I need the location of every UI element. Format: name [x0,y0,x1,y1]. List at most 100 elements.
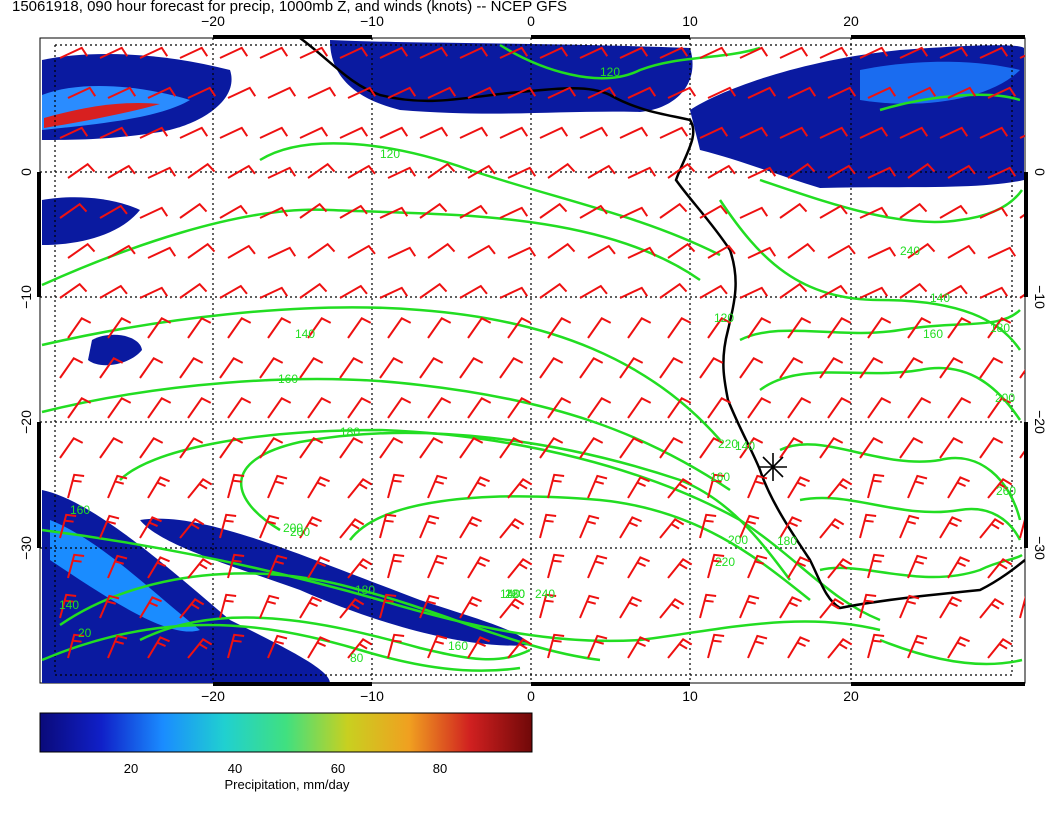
wind-barb [667,397,692,419]
lat-tick-label: −10 [18,285,34,309]
colorbar-tick-label: 80 [433,761,447,776]
wind-barb [219,204,248,219]
wind-barb [707,317,732,339]
wind-barb [139,206,169,219]
wind-barb [99,126,129,139]
wind-barb [987,86,1017,99]
contour-line [819,553,1023,579]
contour-label: 220 [715,555,735,569]
contour-line [879,638,1023,666]
wind-barb [427,554,448,579]
lat-tick-label: −20 [18,410,34,434]
wind-barb [747,554,768,579]
wind-barb [947,86,977,99]
wind-barb [859,46,889,59]
precip-patch [88,334,142,366]
border-bar [37,422,41,548]
wind-barb [907,554,928,579]
contour-label: 140 [295,327,315,341]
wind-barb [627,246,657,259]
wind-barb [267,634,288,659]
lat-tick-label: −30 [18,536,34,560]
wind-barb [699,513,717,539]
wind-barb [179,357,204,379]
wind-barb [259,594,280,619]
wind-barb [67,242,96,259]
wind-barb [507,317,532,339]
contour-label: 140 [930,291,950,305]
contour-label: 220 [505,587,525,601]
wind-barb [67,86,97,99]
wind-barb [987,317,1012,339]
wind-barb [379,357,404,379]
wind-barb [547,162,576,179]
wind-barb [867,166,897,179]
wind-barb [67,553,85,579]
wind-barb [747,246,777,259]
wind-barb [307,636,330,659]
wind-barb [859,593,877,619]
wind-barb [699,593,717,619]
wind-barb [587,164,616,179]
contour-label: 200 [283,521,303,535]
wind-barb [747,166,777,179]
wind-barb [667,242,696,259]
wind-barb [987,397,1012,419]
wind-barb [619,206,649,219]
contour-label: 120 [714,311,734,325]
lat-labels-left: 0 −10 −20 −30 [18,168,34,560]
wind-barb [979,206,1009,219]
wind-barb [259,126,289,139]
wind-barb [859,206,889,219]
wind-barb [979,437,1004,459]
wind-barb [939,357,964,379]
wind-barb [67,473,85,499]
wind-barb [667,86,697,99]
wind-barb [827,638,853,659]
lon-tick-label: −20 [201,688,225,704]
wind-barb [267,317,292,339]
contour-label: 240 [900,244,920,258]
wind-barb [779,46,809,59]
wind-barb [707,164,736,179]
wind-barb [499,357,524,379]
wind-barb [739,206,769,219]
wind-barb [787,397,812,419]
wind-barb [59,593,77,619]
wind-barb [147,86,177,99]
wind-barb [699,126,729,139]
contour-line [759,178,1024,224]
contour-label: 220 [718,437,738,451]
wind-barb [907,317,932,339]
coastline [299,38,1025,610]
wind-barb [739,286,769,299]
wind-barb [299,46,329,59]
wind-barb [219,126,249,139]
wind-barb [107,634,128,659]
wind-barb [179,46,209,59]
lon-tick-label: −20 [201,13,225,29]
contour-label: 160 [710,470,730,484]
wind-barb [59,357,84,379]
wind-barb [139,596,162,619]
wind-barb [747,634,768,659]
wind-barb [707,397,732,419]
border-bar [1024,422,1028,548]
wind-barb [219,513,237,539]
wind-barb [547,242,576,259]
wind-barb [859,126,889,139]
wind-barb [979,357,1004,379]
wind-barb [299,596,322,619]
wind-barb [187,317,212,339]
wind-barb [259,514,280,539]
wind-barb [859,513,877,539]
wind-barb [739,514,760,539]
wind-barb [547,317,572,339]
wind-barb [819,204,848,219]
wind-barb [859,286,889,299]
wind-barb [227,633,245,659]
wind-barb [267,86,297,99]
wind-barb [747,317,772,339]
wind-barb [427,317,452,339]
